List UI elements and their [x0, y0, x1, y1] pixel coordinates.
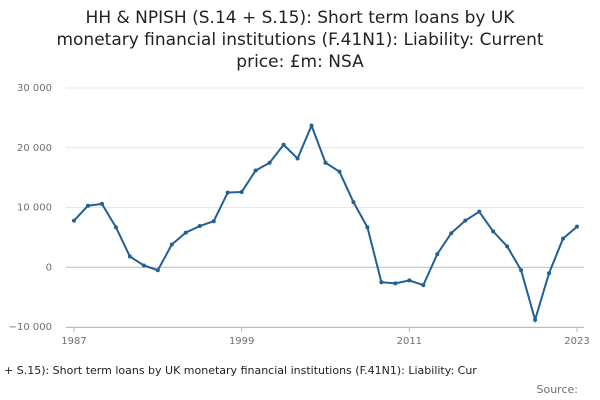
data-point	[197, 224, 202, 229]
data-point	[169, 242, 174, 247]
x-tick-label: 2023	[564, 336, 589, 347]
data-point	[519, 268, 524, 273]
data-point	[141, 263, 146, 268]
data-point	[309, 123, 314, 128]
data-point	[561, 236, 566, 241]
data-point	[99, 201, 104, 206]
data-point	[421, 283, 426, 288]
data-point	[379, 280, 384, 285]
data-point	[575, 224, 579, 229]
data-point	[113, 225, 118, 230]
chart-title: monetary financial institutions (F.41N1)…	[56, 30, 543, 50]
data-point	[477, 209, 482, 214]
data-point	[225, 190, 230, 195]
data-point	[533, 317, 538, 322]
data-point	[435, 252, 440, 257]
data-point	[127, 254, 132, 259]
data-point	[351, 200, 356, 205]
data-point	[407, 278, 412, 283]
data-point	[239, 189, 244, 194]
chart-title: price: £m: NSA	[236, 52, 364, 72]
data-point	[393, 281, 398, 286]
x-tick-label: 1987	[61, 336, 86, 347]
data-point	[547, 271, 552, 276]
chart-title: HH & NPISH (S.14 + S.15): Short term loa…	[86, 8, 516, 28]
data-point	[267, 160, 272, 165]
data-point	[505, 244, 510, 249]
x-tick-label: 2011	[397, 336, 422, 347]
y-tick-label: −10 000	[9, 322, 52, 333]
data-point	[365, 225, 370, 230]
y-tick-label: 30 000	[17, 83, 52, 94]
data-point	[183, 230, 188, 235]
data-point	[85, 203, 90, 208]
data-point	[491, 229, 496, 234]
y-tick-label: 20 000	[17, 143, 52, 154]
data-point	[72, 218, 76, 223]
data-point	[281, 142, 286, 147]
data-point	[253, 168, 258, 173]
footer-title: + S.15): Short term loans by UK monetary…	[4, 364, 477, 377]
data-point	[155, 268, 160, 273]
y-tick-label: 10 000	[17, 203, 52, 214]
data-point	[337, 169, 342, 174]
data-point	[463, 218, 468, 223]
data-point	[449, 231, 454, 236]
data-point	[323, 160, 328, 165]
data-point	[295, 156, 300, 161]
y-tick-label: 0	[46, 262, 52, 273]
x-tick-label: 1999	[229, 336, 254, 347]
data-line	[73, 122, 578, 324]
data-point	[211, 219, 216, 224]
source: Source:	[537, 383, 579, 396]
